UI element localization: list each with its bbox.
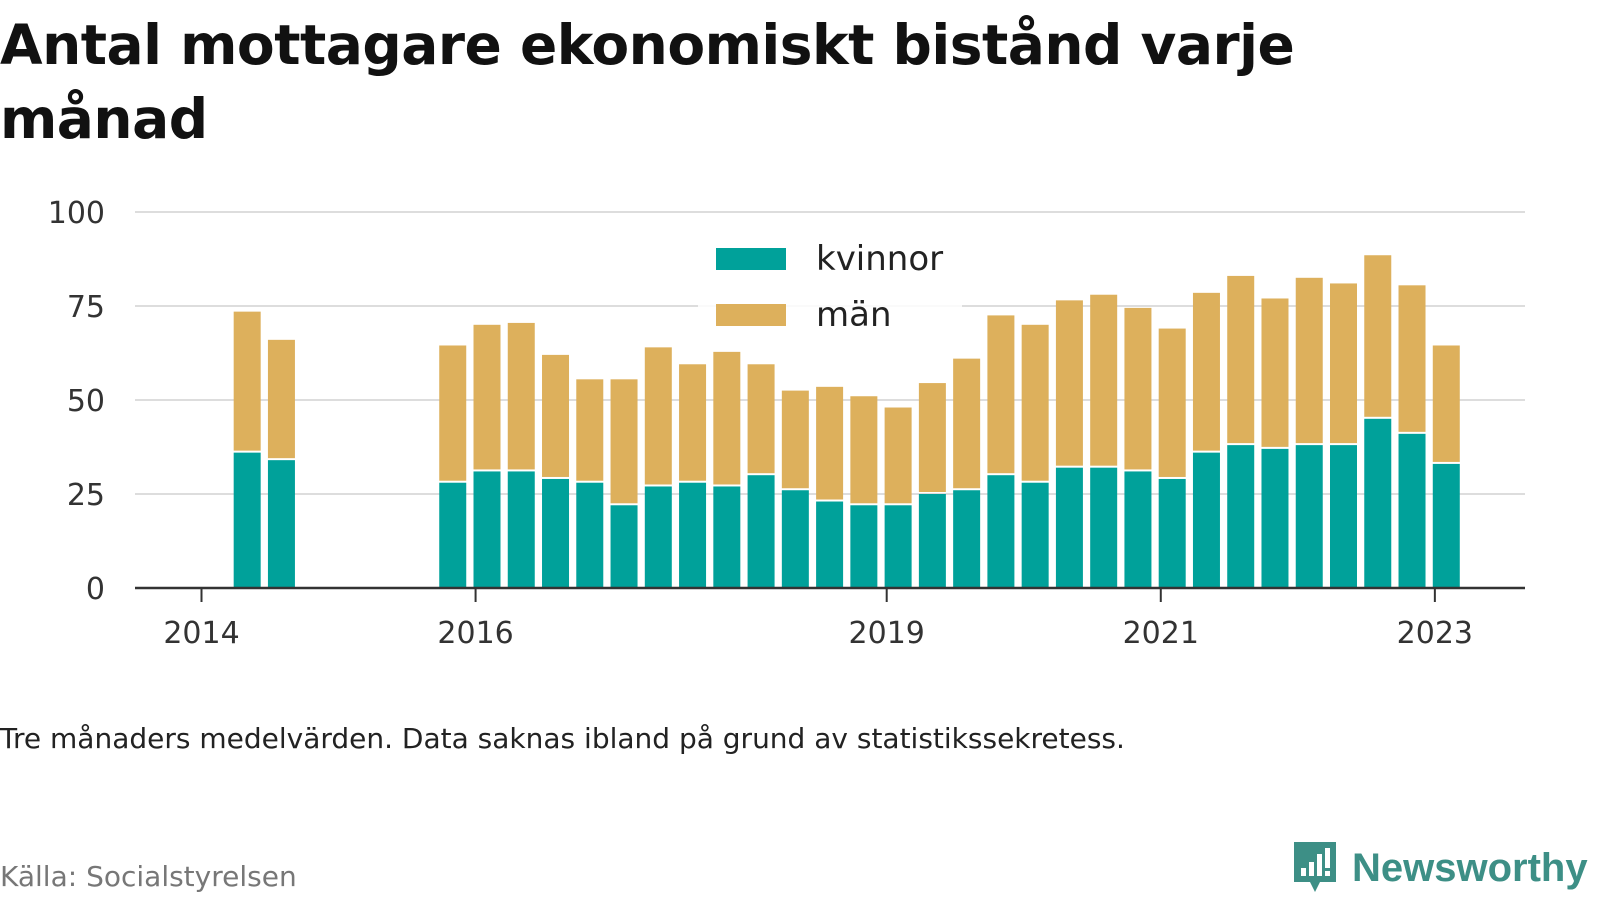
bar-man [1124,307,1152,470]
bars [233,255,1460,588]
bar-man [1158,328,1186,477]
bar-kvinnor [884,505,912,588]
x-tick-label: 2023 [1397,616,1473,651]
chart-note: Tre månaders medelvärden. Data saknas ib… [0,722,1125,755]
stacked-bar-chart: 0 25 50 75 100 2014 2016 2019 2021 2023 kvinnor m… [48,196,1525,651]
bar-man [1432,345,1460,462]
bar-kvinnor [781,490,809,588]
bar-man [473,324,501,470]
chart-title: Antal mottagare ekonomiskt bistånd varje… [0,13,1295,151]
bar-man [507,322,535,470]
bar-man [542,354,570,477]
brand-logo: Newsworthy [1290,838,1588,898]
bar-kvinnor [816,501,844,588]
bar-kvinnor [233,452,261,588]
newsworthy-logo-icon [1294,842,1336,892]
bar-kvinnor [267,460,295,588]
bar-kvinnor [918,494,946,588]
legend-swatch-man [716,304,786,326]
brand-name: Newsworthy [1352,845,1588,890]
bar-man [679,364,707,481]
bar-man [850,396,878,504]
bar-kvinnor [1124,471,1152,588]
bar-man [1295,277,1323,444]
legend-label-man: män [816,295,892,335]
bar-man [644,347,672,485]
bar-man [1398,285,1426,432]
bar-man [1021,324,1049,481]
bar-man [1192,292,1220,451]
bar-man [781,390,809,489]
bar-man [233,311,261,451]
bar-man [576,379,604,481]
bar-kvinnor [576,482,604,588]
x-tick-label: 2019 [849,616,925,651]
bar-kvinnor [473,471,501,588]
bar-man [610,379,638,504]
bar-kvinnor [1227,445,1255,588]
bar-kvinnor [747,475,775,588]
bar-man [953,358,981,489]
bar-kvinnor [713,486,741,588]
y-tick-label: 50 [67,384,105,419]
bar-kvinnor [850,505,878,588]
bar-kvinnor [679,482,707,588]
y-tick-label: 0 [86,572,105,607]
bar-kvinnor [1364,418,1392,588]
bar-man [1261,298,1289,447]
bar-kvinnor [1090,467,1118,588]
bar-man [713,351,741,485]
bar-man [1330,283,1357,444]
bar-man [1055,300,1083,466]
bar-kvinnor [1192,452,1220,588]
bar-kvinnor [953,490,981,588]
y-tick-label: 25 [67,478,105,513]
bar-kvinnor [610,505,638,588]
bar-man [1227,275,1255,444]
bar-kvinnor [542,478,570,588]
x-tick-label: 2016 [437,616,513,651]
bar-kvinnor [644,486,672,588]
x-tick-label: 2021 [1123,616,1199,651]
bar-kvinnor [1398,433,1426,588]
bar-kvinnor [987,475,1015,588]
legend: kvinnor män [698,230,962,352]
source-credit: Källa: Socialstyrelsen [0,860,297,893]
bar-man [816,386,844,500]
bar-kvinnor [1432,463,1460,588]
bar-man [747,364,775,474]
bar-kvinnor [1295,445,1323,588]
bar-man [987,315,1015,474]
bar-kvinnor [1055,467,1083,588]
bar-kvinnor [1021,482,1049,588]
bar-man [267,339,295,459]
bar-man [884,407,912,504]
y-tick-label: 100 [48,196,105,231]
y-axis: 0 25 50 75 100 [48,196,105,607]
bar-kvinnor [439,482,467,588]
x-axis: 2014 2016 2019 2021 2023 [135,586,1525,651]
bar-kvinnor [507,471,535,588]
bar-man [1090,294,1118,466]
bar-man [1364,255,1392,417]
y-tick-label: 75 [67,290,105,325]
legend-swatch-kvinnor [716,248,786,270]
bar-man [439,345,467,481]
bar-kvinnor [1261,448,1289,588]
legend-label-kvinnor: kvinnor [816,239,943,279]
bar-kvinnor [1158,478,1186,588]
x-tick-label: 2014 [163,616,239,651]
bar-kvinnor [1330,445,1357,588]
bar-man [918,383,946,492]
